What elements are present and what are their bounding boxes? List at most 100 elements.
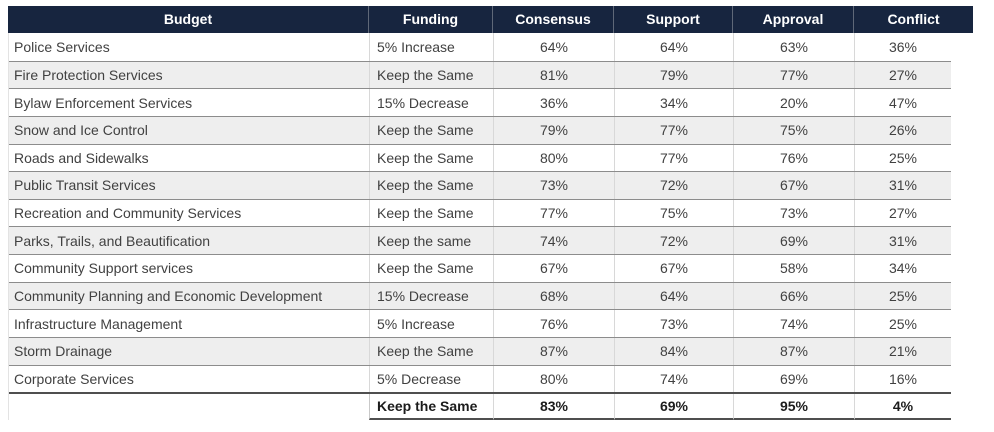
- consensus-cell: 68%: [493, 282, 614, 310]
- consensus-cell: 80%: [493, 144, 614, 172]
- approval-cell: 95%: [733, 394, 854, 420]
- budget-cell: Fire Protection Services: [14, 66, 163, 83]
- table-row: Community Support services Keep the Same…: [9, 254, 951, 282]
- conflict-cell: 27%: [854, 199, 951, 227]
- conflict-cell: 21%: [854, 337, 951, 365]
- consensus-cell: 81%: [493, 61, 614, 89]
- budget-cell: Bylaw Enforcement Services: [14, 94, 193, 111]
- support-cell: 72%: [614, 227, 733, 254]
- approval-cell: 73%: [733, 199, 854, 227]
- table-summary-row: Keep the Same 83% 69% 95% 4%: [9, 392, 951, 420]
- funding-cell: Keep the Same: [369, 144, 493, 172]
- table-row: Recreation and Community Services Keep t…: [9, 198, 951, 227]
- conflict-cell: 47%: [854, 89, 951, 116]
- table-row: Fire Protection Services Keep the Same 8…: [9, 60, 951, 89]
- support-cell: 75%: [614, 199, 733, 227]
- column-header-conflict: Conflict: [853, 6, 973, 33]
- table-row: Corporate Services 5% Decrease 80% 74% 6…: [9, 364, 951, 393]
- approval-cell: 66%: [733, 282, 854, 310]
- funding-cell: 5% Increase: [369, 310, 493, 337]
- table-header-row: Budget Funding Consensus Support Approva…: [8, 6, 973, 33]
- conflict-cell: 34%: [854, 255, 951, 282]
- support-cell: 64%: [614, 33, 733, 61]
- conflict-cell: 31%: [854, 172, 951, 199]
- consensus-cell: 74%: [493, 227, 614, 254]
- conflict-cell: 36%: [854, 33, 951, 61]
- budget-cell: Public Transit Services: [14, 177, 156, 194]
- consensus-cell: 83%: [493, 394, 614, 420]
- funding-cell: Keep the Same: [369, 61, 493, 89]
- table-row: Snow and Ice Control Keep the Same 79% 7…: [9, 115, 951, 144]
- approval-cell: 69%: [733, 365, 854, 393]
- funding-cell: Keep the Same: [369, 255, 493, 282]
- funding-cell: Keep the same: [369, 227, 493, 254]
- consensus-cell: 64%: [493, 33, 614, 61]
- support-cell: 84%: [614, 337, 733, 365]
- table-body: Police Services 5% Increase 64% 64% 63% …: [8, 33, 951, 420]
- funding-cell: Keep the Same: [369, 337, 493, 365]
- conflict-cell: 26%: [854, 116, 951, 144]
- consensus-cell: 76%: [493, 310, 614, 337]
- funding-cell: 15% Decrease: [369, 89, 493, 116]
- table-row: Police Services 5% Increase 64% 64% 63% …: [9, 33, 951, 61]
- approval-cell: 20%: [733, 89, 854, 116]
- approval-cell: 58%: [733, 255, 854, 282]
- consensus-cell: 67%: [493, 255, 614, 282]
- column-header-budget: Budget: [163, 11, 213, 27]
- conflict-cell: 25%: [854, 310, 951, 337]
- funding-cell: 5% Increase: [369, 33, 493, 61]
- approval-cell: 67%: [733, 172, 854, 199]
- column-header-support: Support: [613, 6, 732, 33]
- approval-cell: 87%: [733, 337, 854, 365]
- consensus-cell: 80%: [493, 365, 614, 393]
- approval-cell: 77%: [733, 61, 854, 89]
- consensus-cell: 87%: [493, 337, 614, 365]
- support-cell: 72%: [614, 172, 733, 199]
- consensus-cell: 73%: [493, 172, 614, 199]
- support-cell: 67%: [614, 255, 733, 282]
- column-header-funding: Funding: [368, 6, 492, 33]
- budget-cell: Corporate Services: [14, 370, 134, 387]
- budget-cell: Police Services: [14, 38, 110, 55]
- support-cell: 79%: [614, 61, 733, 89]
- table-row: Roads and Sidewalks Keep the Same 80% 77…: [9, 143, 951, 172]
- consensus-cell: 77%: [493, 199, 614, 227]
- column-header-approval: Approval: [732, 6, 853, 33]
- support-cell: 73%: [614, 310, 733, 337]
- budget-cell: Storm Drainage: [14, 343, 113, 360]
- support-cell: 77%: [614, 116, 733, 144]
- approval-cell: 69%: [733, 227, 854, 254]
- conflict-cell: 16%: [854, 365, 951, 393]
- budget-table: Budget Funding Consensus Support Approva…: [8, 6, 973, 420]
- table-row: Bylaw Enforcement Services 15% Decrease …: [9, 88, 951, 116]
- support-cell: 69%: [614, 394, 733, 420]
- column-header-consensus: Consensus: [492, 6, 613, 33]
- conflict-cell: 4%: [854, 394, 951, 420]
- funding-cell: 15% Decrease: [369, 282, 493, 310]
- funding-cell: Keep the Same: [369, 394, 493, 420]
- conflict-cell: 31%: [854, 227, 951, 254]
- approval-cell: 76%: [733, 144, 854, 172]
- support-cell: 34%: [614, 89, 733, 116]
- table-row: Storm Drainage Keep the Same 87% 84% 87%…: [9, 336, 951, 365]
- budget-cell: Recreation and Community Services: [14, 205, 242, 222]
- budget-cell: Community Support services: [14, 260, 193, 277]
- table-row: Infrastructure Management 5% Increase 76…: [9, 309, 951, 337]
- support-cell: 64%: [614, 282, 733, 310]
- budget-cell: Roads and Sidewalks: [14, 149, 149, 166]
- conflict-cell: 27%: [854, 61, 951, 89]
- budget-cell: Infrastructure Management: [14, 315, 183, 332]
- approval-cell: 63%: [733, 33, 854, 61]
- funding-cell: Keep the Same: [369, 116, 493, 144]
- table-row: Community Planning and Economic Developm…: [9, 281, 951, 310]
- funding-cell: Keep the Same: [369, 172, 493, 199]
- support-cell: 77%: [614, 144, 733, 172]
- budget-cell: Community Planning and Economic Developm…: [14, 287, 323, 304]
- budget-cell: Parks, Trails, and Beautification: [14, 232, 211, 249]
- funding-cell: 5% Decrease: [369, 365, 493, 393]
- support-cell: 74%: [614, 365, 733, 393]
- funding-cell: Keep the Same: [369, 199, 493, 227]
- table-row: Public Transit Services Keep the Same 73…: [9, 171, 951, 199]
- table-row: Parks, Trails, and Beautification Keep t…: [9, 226, 951, 254]
